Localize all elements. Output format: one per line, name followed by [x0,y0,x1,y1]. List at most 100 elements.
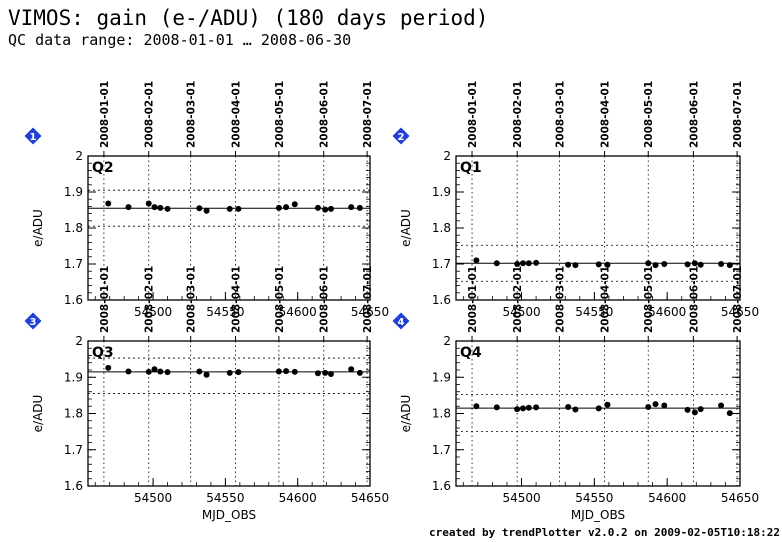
data-point [196,205,203,212]
data-point [157,368,164,375]
chart-panel-q2: 2008-01-01 2008-02-01 2008-03-01 2008-04-01… [24,81,389,319]
data-point [235,369,242,376]
data-point [514,406,521,413]
data-point [348,366,355,373]
data-point [519,405,526,412]
x-tick-label: 54500 [502,491,540,505]
date-tick-label: 2008-02-01 [144,81,156,148]
y-tick-label: 1.8 [64,407,83,421]
date-tick-label: 2008-05-01 [643,81,655,148]
data-point [718,402,725,409]
y-tick-label: 1.7 [432,257,451,271]
y-tick-label: 1.7 [432,443,451,457]
x-tick-label: 54500 [502,305,540,319]
data-point [604,401,611,408]
data-point [151,204,158,211]
x-axis-label: MJD_OBS [202,508,256,522]
date-tick-label: 2008-02-01 [144,266,156,333]
data-point [356,369,363,376]
x-tick-label: 54600 [648,491,686,505]
data-point [473,257,480,264]
y-tick-label: 1.7 [64,443,83,457]
date-tick-label: 2008-02-01 [512,266,524,333]
date-tick-label: 2008-02-01 [512,81,524,148]
data-point [697,406,704,413]
data-point [493,260,500,267]
panel-label: Q1 [460,160,482,176]
x-tick-label: 54650 [351,491,389,505]
y-tick-label: 1.7 [64,257,83,271]
data-point [684,406,691,413]
data-point [125,368,132,375]
data-point [164,205,171,212]
x-tick-label: 54600 [279,305,317,319]
x-tick-label: 54650 [721,491,759,505]
y-tick-label: 1.6 [64,293,83,307]
data-point [105,364,112,371]
data-point [283,368,290,375]
y-tick-label: 1.9 [64,185,83,199]
panel-number: 4 [398,317,405,328]
date-tick-label: 2008-07-01 [362,81,374,148]
data-point [203,207,210,214]
data-point [604,261,611,268]
date-tick-label: 2008-04-01 [600,81,612,148]
data-point [691,260,698,267]
y-tick-label: 2 [75,334,83,348]
y-tick-label: 2 [75,149,83,163]
data-point [718,261,725,267]
data-point [327,370,334,377]
data-point [726,262,733,269]
data-point [519,260,526,267]
date-tick-label: 2008-06-01 [319,81,331,148]
data-point [684,261,691,268]
y-tick-label: 1.8 [432,407,451,421]
panel-number-badge [392,312,410,330]
data-point [726,410,733,417]
date-tick-label: 2008-03-01 [554,266,566,333]
data-point [348,204,355,211]
data-point [697,261,704,268]
data-point [275,204,282,211]
x-tick-label: 54650 [721,305,759,319]
data-point [291,201,298,208]
page-title: VIMOS: gain (e-/ADU) (180 days period) [8,6,489,30]
credit-footer: created by trendPlotter v2.0.2 on 2009-0… [429,526,780,539]
data-point [493,404,500,411]
page-subtitle: QC data range: 2008-01-01 … 2008-06-30 [8,31,352,49]
date-tick-label: 2008-04-01 [600,266,612,333]
date-tick-label: 2008-06-01 [688,266,700,333]
data-point [327,205,334,212]
data-point [661,402,668,409]
data-point [145,368,152,375]
chart-panel-q4: 2008-01-01 2008-02-01 2008-03-01 2008-04-01… [392,266,759,522]
panel-label: Q2 [92,160,114,176]
x-tick-label: 54500 [134,305,172,319]
x-tick-label: 54600 [648,305,686,319]
data-point [157,204,164,211]
data-point [275,368,282,375]
date-tick-label: 2008-05-01 [274,81,286,148]
y-axis-label: e/ADU [399,395,413,433]
x-tick-label: 54650 [351,305,389,319]
x-tick-label: 54550 [575,491,613,505]
data-point [595,261,602,268]
date-tick-label: 2008-06-01 [319,266,331,333]
panel-label: Q3 [92,345,114,361]
panel-number: 1 [30,132,37,143]
data-point [652,262,659,269]
data-point [525,404,532,411]
x-tick-label: 54550 [575,305,613,319]
y-tick-label: 1.9 [432,185,451,199]
data-point [322,369,329,376]
data-point [661,261,668,267]
date-tick-label: 2008-01-01 [99,81,111,148]
data-point [226,369,233,376]
y-tick-label: 1.9 [432,370,451,384]
chart-panel-q1: 2008-01-01 2008-02-01 2008-03-01 2008-04-01… [392,81,759,319]
x-tick-label: 54550 [206,305,244,319]
date-tick-label: 2008-06-01 [688,81,700,148]
date-tick-label: 2008-04-01 [231,81,243,148]
x-tick-label: 54600 [279,491,317,505]
